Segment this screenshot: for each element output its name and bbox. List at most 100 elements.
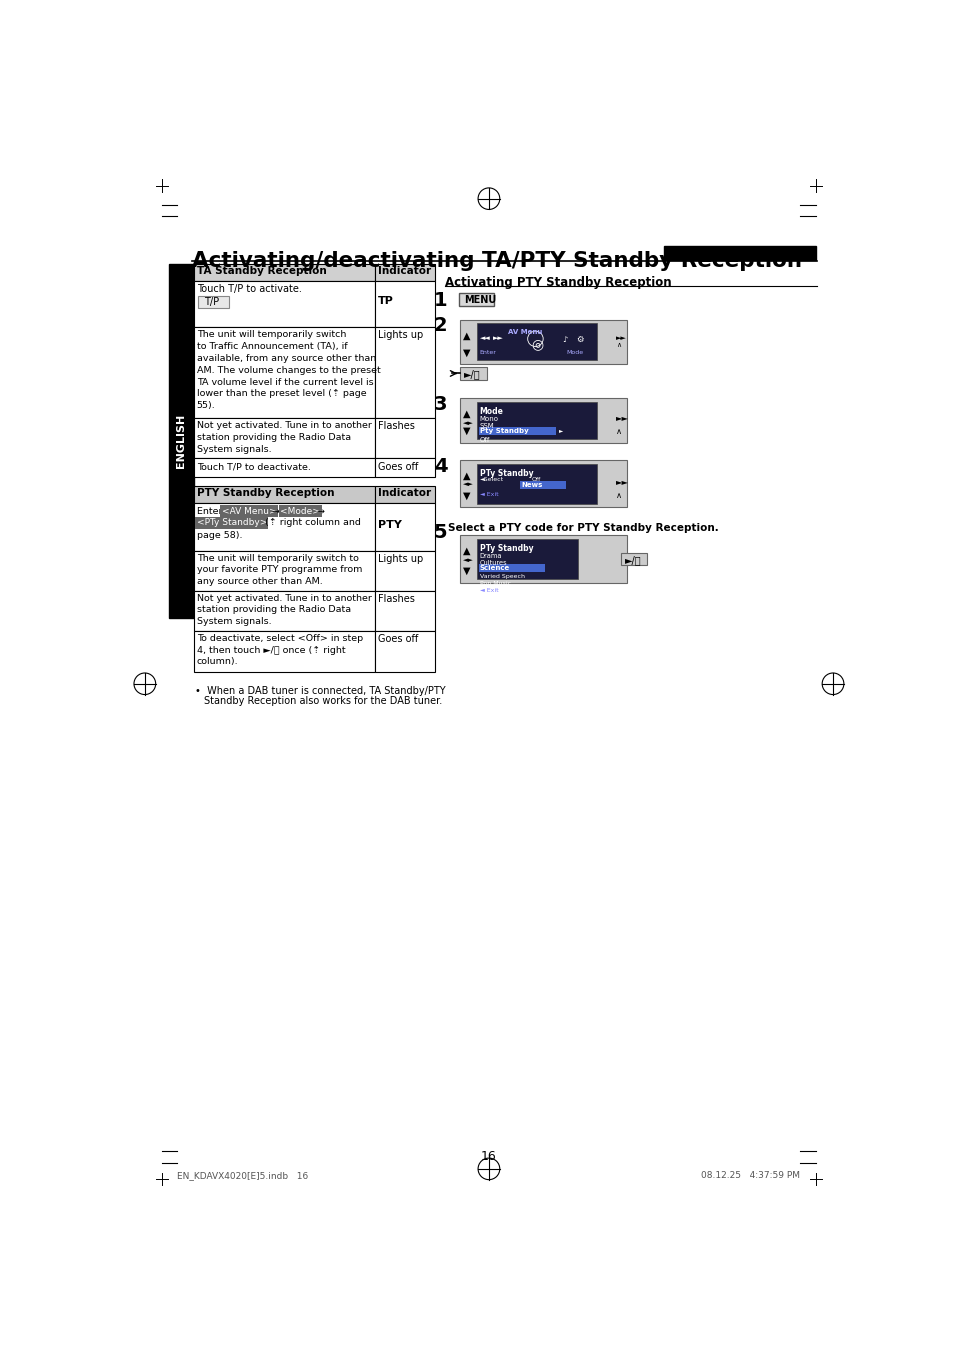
Bar xyxy=(519,481,566,489)
Text: SSM: SSM xyxy=(479,422,494,429)
Text: ∧: ∧ xyxy=(616,428,621,436)
Bar xyxy=(476,324,597,360)
Text: Flashes: Flashes xyxy=(377,593,415,604)
Text: ♪: ♪ xyxy=(562,334,567,344)
Text: Goes off: Goes off xyxy=(377,634,418,643)
Text: ENGLISH: ENGLISH xyxy=(176,414,186,468)
Text: ◎: ◎ xyxy=(531,337,543,351)
Text: ▼: ▼ xyxy=(463,425,471,436)
Text: The unit will temporarily switch to
your favorite PTY programme from
any source : The unit will temporarily switch to your… xyxy=(196,554,362,586)
Text: ◄ Exit: ◄ Exit xyxy=(479,588,497,593)
Text: Science: Science xyxy=(479,565,509,571)
Bar xyxy=(375,282,435,328)
Bar xyxy=(375,264,435,282)
Text: Enter: Enter xyxy=(196,506,225,516)
Bar xyxy=(193,264,375,282)
Text: AV Menu: AV Menu xyxy=(508,329,542,334)
Bar xyxy=(459,535,626,584)
Text: Enter: Enter xyxy=(479,351,496,355)
Bar xyxy=(620,552,646,565)
Bar xyxy=(193,486,375,502)
Bar xyxy=(375,458,435,477)
Bar xyxy=(375,328,435,418)
Text: ►/⏸: ►/⏸ xyxy=(624,555,640,565)
Text: MENU: MENU xyxy=(464,295,496,305)
Bar xyxy=(193,590,375,631)
Text: ∧: ∧ xyxy=(616,490,621,500)
Text: 1: 1 xyxy=(434,291,447,310)
Bar xyxy=(663,245,815,260)
Text: ◄ Exit: ◄ Exit xyxy=(479,492,497,497)
Text: Flashes: Flashes xyxy=(377,421,415,431)
Text: →: → xyxy=(269,506,282,516)
Text: To deactivate, select <Off> in step
4, then touch ►/⏸ once (⇡ right
column).: To deactivate, select <Off> in step 4, t… xyxy=(196,634,362,666)
Bar xyxy=(459,398,626,443)
Text: 2: 2 xyxy=(434,317,447,336)
Text: Select a PTY code for PTY Standby Reception.: Select a PTY code for PTY Standby Recept… xyxy=(447,523,718,533)
Text: Indicator: Indicator xyxy=(377,267,431,276)
Bar xyxy=(375,590,435,631)
Bar xyxy=(193,328,375,418)
Bar xyxy=(476,402,597,439)
Bar xyxy=(476,463,597,504)
Text: (⇡ right column and: (⇡ right column and xyxy=(261,519,360,527)
Text: Drama: Drama xyxy=(479,552,501,559)
Text: Activating/deactivating TA/PTY Standby Reception: Activating/deactivating TA/PTY Standby R… xyxy=(192,250,801,271)
Text: →: → xyxy=(314,506,324,516)
Bar xyxy=(375,551,435,590)
Text: 08.12.25   4:37:59 PM: 08.12.25 4:37:59 PM xyxy=(700,1171,800,1181)
Text: 4: 4 xyxy=(434,456,447,475)
Bar xyxy=(375,631,435,672)
Text: Touch T/P to deactivate.: Touch T/P to deactivate. xyxy=(196,462,311,471)
Text: PTy Standby: PTy Standby xyxy=(479,544,533,554)
Text: ▲: ▲ xyxy=(463,330,471,340)
Text: Pop Music: Pop Music xyxy=(479,581,510,585)
Text: <AV Menu>: <AV Menu> xyxy=(221,506,275,516)
Bar xyxy=(459,320,626,364)
Text: 3: 3 xyxy=(434,395,447,414)
Text: 16: 16 xyxy=(480,1150,497,1163)
Bar xyxy=(193,282,375,328)
Text: Pty Standby: Pty Standby xyxy=(479,428,528,435)
Text: ▼: ▼ xyxy=(463,566,471,575)
Text: ◄◄: ◄◄ xyxy=(479,334,490,341)
Text: TA Standby Reception: TA Standby Reception xyxy=(196,267,326,276)
Text: ▲: ▲ xyxy=(463,470,471,481)
Text: ▲: ▲ xyxy=(463,546,471,556)
Text: ►: ► xyxy=(558,428,562,433)
Text: T/P: T/P xyxy=(204,298,218,307)
Text: Lights up: Lights up xyxy=(377,330,423,340)
Bar xyxy=(169,264,193,619)
Text: ⚙: ⚙ xyxy=(576,334,583,344)
Text: Mono: Mono xyxy=(479,416,498,422)
Text: ▼: ▼ xyxy=(463,490,471,501)
Text: ◄►: ◄► xyxy=(462,420,473,425)
Bar xyxy=(458,292,494,306)
Bar xyxy=(193,631,375,672)
Bar xyxy=(478,428,556,435)
Bar xyxy=(193,502,375,551)
Text: Not yet activated. Tune in to another
station providing the Radio Data
System si: Not yet activated. Tune in to another st… xyxy=(196,593,372,627)
Bar xyxy=(198,295,229,307)
Text: •  When a DAB tuner is connected, TA Standby/PTY: • When a DAB tuner is connected, TA Stan… xyxy=(195,686,445,696)
Text: News: News xyxy=(521,482,542,487)
Bar xyxy=(459,460,626,508)
Bar xyxy=(193,418,375,458)
Text: page 58).: page 58). xyxy=(196,531,242,539)
Text: The unit will temporarily switch
to Traffic Announcement (TA), if
available, fro: The unit will temporarily switch to Traf… xyxy=(196,330,380,410)
Text: ►►: ►► xyxy=(493,334,503,341)
Text: 5: 5 xyxy=(434,523,447,542)
Text: ◄►: ◄► xyxy=(462,556,473,563)
Text: Standby Reception also works for the DAB tuner.: Standby Reception also works for the DAB… xyxy=(204,696,442,705)
Bar xyxy=(478,565,544,573)
Bar xyxy=(193,551,375,590)
Text: Touch T/P to activate.: Touch T/P to activate. xyxy=(196,284,301,294)
Text: PTY Standby Reception: PTY Standby Reception xyxy=(196,489,334,498)
Text: <PTy Standby>: <PTy Standby> xyxy=(196,519,267,527)
Bar xyxy=(375,486,435,502)
Text: ►►: ►► xyxy=(616,413,628,422)
Text: ►►
∧: ►► ∧ xyxy=(616,336,626,348)
Text: Mode: Mode xyxy=(479,408,503,416)
Text: Not yet activated. Tune in to another
station providing the Radio Data
System si: Not yet activated. Tune in to another st… xyxy=(196,421,372,454)
Text: TP: TP xyxy=(377,297,394,306)
